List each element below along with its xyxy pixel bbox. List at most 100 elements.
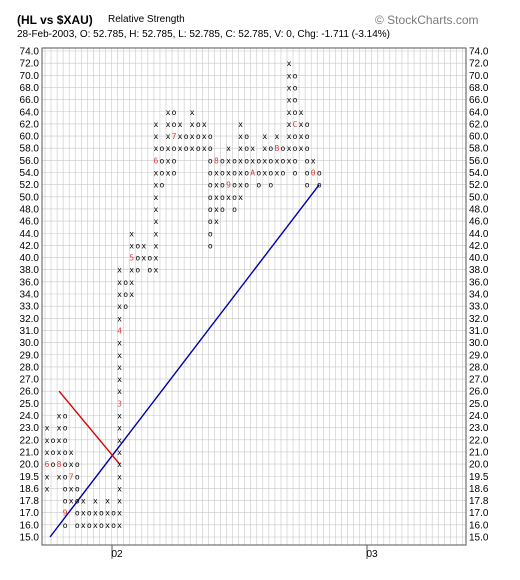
y-tick-label-right: 70.0 [469,71,489,82]
y-tick-label-left: 62.0 [20,119,40,130]
x-mark: x [287,108,292,117]
x-mark: x [153,132,158,141]
x-tick-label: 02 [111,549,123,560]
x-mark: x [190,144,195,153]
o-mark: o [232,169,237,178]
x-mark: x [178,132,183,141]
y-tick-label-left: 74.0 [20,47,40,58]
x-mark: x [238,169,243,178]
y-tick-label-right: 22.0 [469,435,489,446]
y-tick-label-left: 25.0 [20,399,40,410]
o-mark: o [184,144,189,153]
y-tick-label-left: 34.0 [20,290,40,301]
month-marker: 7 [69,472,74,481]
y-tick-label-right: 23.0 [469,423,489,434]
o-mark: o [293,83,298,92]
y-tick-label-left: 38.0 [20,265,40,276]
x-mark: x [141,254,146,263]
o-mark: o [293,71,298,80]
o-mark: o [160,144,165,153]
o-mark: o [99,509,104,518]
x-mark: x [57,412,62,421]
o-mark: o [293,156,298,165]
y-tick-label-left: 20.0 [20,460,40,471]
x-mark: x [93,509,98,518]
month-marker: 0 [311,169,316,178]
o-mark: o [160,156,165,165]
y-tick-label-left: 36.0 [20,277,40,288]
y-tick-label-left: 58.0 [20,144,40,155]
x-mark: x [117,448,122,457]
o-mark: o [172,156,177,165]
y-tick-label-left: 60.0 [20,132,40,143]
x-mark: x [153,181,158,190]
x-mark: x [287,132,292,141]
o-mark: o [87,521,92,530]
o-mark: o [208,217,213,226]
x-mark: x [45,448,50,457]
x-mark: x [226,193,231,202]
month-marker: 6 [153,156,158,165]
o-mark: o [281,156,286,165]
o-mark: o [51,460,56,469]
y-tick-label-left: 29.0 [20,350,40,361]
y-tick-label-right: 28.0 [469,362,489,373]
x-mark: x [153,144,158,153]
o-mark: o [208,169,213,178]
y-tick-label-right: 50.0 [469,192,489,203]
month-marker: 5 [129,254,134,263]
o-mark: o [208,144,213,153]
y-tick-label-right: 74.0 [469,47,489,58]
trend-lines [49,184,320,538]
y-tick-label-right: 64.0 [469,107,489,118]
month-marker: 8 [57,460,62,469]
y-tick-label-right: 56.0 [469,156,489,167]
x-mark: x [81,497,86,506]
o-mark: o [75,521,80,530]
o-mark: o [232,181,237,190]
x-mark: x [214,193,219,202]
o-mark: o [244,132,249,141]
o-mark: o [135,254,140,263]
y-tick-label-right: 72.0 [469,59,489,70]
x-mark: x [81,521,86,530]
x-mark: x [274,132,279,141]
x-mark: x [287,120,292,129]
o-mark: o [256,156,261,165]
o-mark: o [111,509,116,518]
x-mark: x [287,59,292,68]
o-mark: o [160,181,165,190]
x-mark: x [299,120,304,129]
price-info: 28-Feb-2003, O: 52.785, H: 52.785, L: 52… [17,29,391,40]
x-mark: x [214,169,219,178]
o-mark: o [63,484,68,493]
month-marker: 9 [63,509,68,518]
y-tick-label-left: 30.0 [20,338,40,349]
o-mark: o [99,521,104,530]
y-tick-label-right: 31.0 [469,326,489,337]
y-tick-label-right: 48.0 [469,204,489,215]
y-tick-label-left: 66.0 [20,95,40,106]
x-mark: x [166,132,171,141]
x-mark: x [226,156,231,165]
o-mark: o [75,460,80,469]
o-mark: o [147,254,152,263]
x-mark: x [141,241,146,250]
x-mark: x [153,193,158,202]
y-tick-label-right: 33.0 [469,302,489,313]
o-mark: o [75,472,80,481]
x-mark: x [166,120,171,129]
x-mark: x [238,156,243,165]
x-mark: x [299,144,304,153]
month-marker: A [250,169,255,178]
y-tick-label-right: 26.0 [469,387,489,398]
x-mark: x [190,108,195,117]
y-axis-left: 15.0 16.017.017.818.619.520.0 21.022.023.0… [20,47,40,544]
y-tick-label-left: 31.0 [20,326,40,337]
x-mark: x [117,314,122,323]
y-tick-label-right: 68.0 [469,83,489,94]
y-tick-label-left: 50.0 [20,192,40,203]
chart-subtitle: Relative Strength [108,14,185,25]
x-mark: x [57,436,62,445]
y-tick-label-left: 26.0 [20,387,40,398]
